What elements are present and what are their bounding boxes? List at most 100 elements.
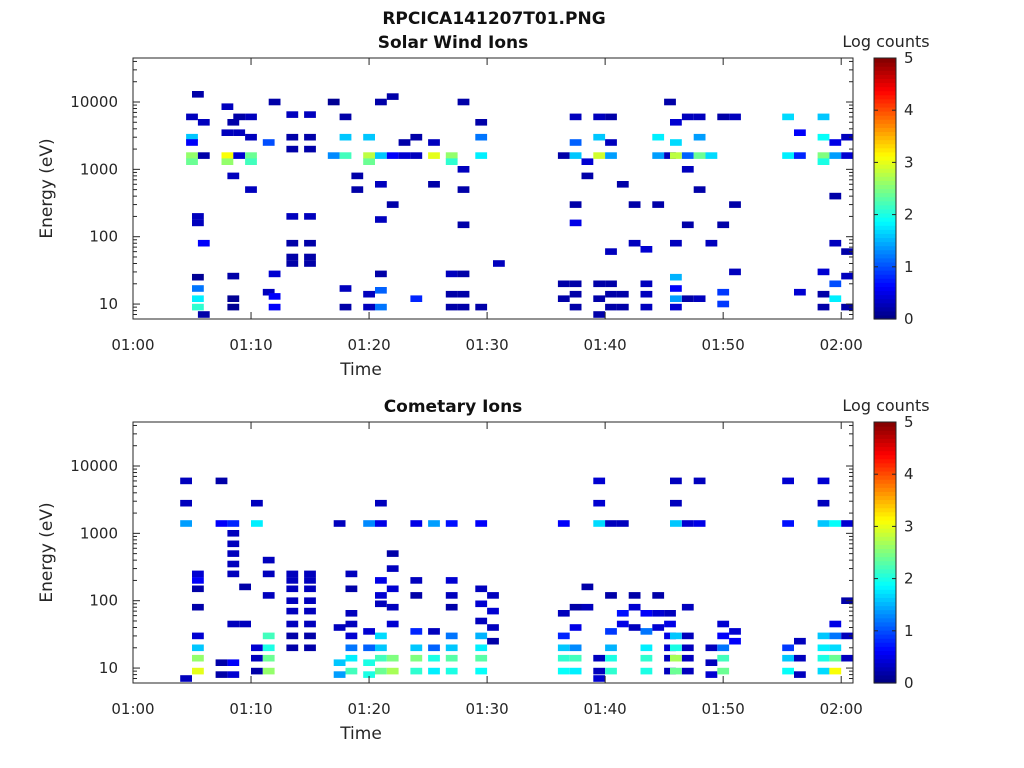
heatmap-cell xyxy=(557,644,570,652)
colorbar-segment xyxy=(874,204,896,210)
heatmap-cell xyxy=(351,172,364,180)
plot-frame xyxy=(132,57,854,320)
heatmap-cell xyxy=(197,239,210,247)
colorbar-segment xyxy=(874,556,896,562)
heatmap-cell xyxy=(428,654,440,662)
heatmap-cell xyxy=(363,644,375,652)
heatmap-cell xyxy=(569,290,582,298)
heatmap-cell xyxy=(445,632,458,640)
heatmap-cell xyxy=(239,620,251,628)
heatmap-cell xyxy=(410,520,423,527)
heatmap-cell xyxy=(251,654,263,662)
heatmap-cell xyxy=(670,303,682,311)
colorbar-tick-label: 3 xyxy=(904,517,914,535)
heatmap-cell xyxy=(729,628,741,635)
colorbar-segment xyxy=(874,613,896,619)
colorbar-segment xyxy=(874,589,896,594)
heatmap-cell xyxy=(251,520,263,527)
heatmap-cell xyxy=(729,268,741,276)
colorbar-segment xyxy=(874,479,896,484)
heatmap-cell xyxy=(829,644,842,652)
heatmap-cell xyxy=(670,499,682,507)
heatmap-cell xyxy=(670,520,682,527)
heatmap-cell xyxy=(829,295,842,302)
heatmap-cell xyxy=(475,133,488,141)
heatmap-cell xyxy=(192,570,204,578)
colorbar-segment xyxy=(874,572,896,578)
colorbar-segment xyxy=(874,82,896,88)
heatmap-cell xyxy=(304,260,316,267)
heatmap-cell xyxy=(729,637,741,645)
heatmap-cell xyxy=(375,303,387,311)
heatmap-cell xyxy=(262,667,275,675)
heatmap-cell xyxy=(286,607,299,615)
heatmap-cell xyxy=(605,280,617,288)
heatmap-cell xyxy=(681,603,694,611)
colorbar-segment xyxy=(874,422,896,427)
heatmap-cell xyxy=(628,603,641,611)
heatmap-cell xyxy=(410,644,423,652)
colorbar-segment xyxy=(874,634,896,639)
x-axis-label: Time xyxy=(339,724,382,744)
colorbar-label: Log counts xyxy=(842,32,929,51)
colorbar-segment xyxy=(874,143,896,149)
heatmap-cell xyxy=(386,585,399,593)
colorbar-segment xyxy=(874,629,896,635)
heatmap-cell xyxy=(286,239,299,247)
heatmap-cells xyxy=(186,91,853,318)
heatmap-cell xyxy=(233,113,246,121)
colorbar-tick-label: 1 xyxy=(904,622,914,640)
heatmap-cell xyxy=(670,285,682,292)
heatmap-cell xyxy=(262,654,275,662)
heatmap-cell xyxy=(817,133,830,141)
colorbar-segment xyxy=(874,180,896,186)
colorbar-segment xyxy=(874,119,896,124)
heatmap-cell xyxy=(428,520,440,527)
heatmap-cell xyxy=(817,303,830,311)
y-tick-label: 1000 xyxy=(80,524,118,542)
x-tick-label: 01:40 xyxy=(584,700,627,718)
colorbar-segment xyxy=(874,237,896,243)
heatmap-cell xyxy=(445,644,458,652)
heatmap-cell xyxy=(445,592,458,599)
colorbar-segment xyxy=(874,278,896,283)
heatmap-cell xyxy=(457,186,470,193)
heatmap-cell xyxy=(717,288,730,296)
heatmap-cell xyxy=(605,667,617,675)
colorbar-segment xyxy=(874,475,896,480)
heatmap-cell xyxy=(557,280,570,288)
heatmap-cell xyxy=(475,617,488,625)
heatmap-cell xyxy=(268,303,281,311)
colorbar-segment xyxy=(874,172,896,177)
heatmap-cell xyxy=(652,133,665,141)
heatmap-cell xyxy=(345,570,358,578)
heatmap-cell xyxy=(375,667,387,675)
heatmap-cell xyxy=(363,158,375,165)
panel-title: Solar Wind Ions xyxy=(378,33,529,53)
heatmap-cell xyxy=(268,98,281,106)
heatmap-cell xyxy=(304,597,316,604)
heatmap-cell xyxy=(841,654,853,662)
heatmap-cell xyxy=(717,221,730,229)
colorbar-segment xyxy=(874,585,896,590)
colorbar-segment xyxy=(874,298,896,304)
colorbar-segment xyxy=(874,495,896,501)
colorbar-segment xyxy=(874,155,896,161)
heatmap-cell xyxy=(794,129,806,136)
colorbar-segment xyxy=(874,503,896,509)
colorbar-segment xyxy=(874,678,896,684)
heatmap-cell xyxy=(717,632,730,640)
heatmap-cell xyxy=(192,644,204,652)
heatmap-cell xyxy=(557,152,570,159)
panel-solar-wind-ions: 01:00 01:10 01:20 01:30 01:40 01:50 02:0010100… xyxy=(37,32,930,380)
heatmap-cell xyxy=(475,303,488,311)
heatmap-cell xyxy=(375,632,387,640)
heatmap-cell xyxy=(339,152,352,159)
colorbar-segment xyxy=(874,601,896,607)
heatmap-cell xyxy=(410,667,423,675)
heatmap-cell xyxy=(251,644,263,652)
colorbar-frame xyxy=(873,57,897,320)
x-tick-label: 01:50 xyxy=(702,700,745,718)
colorbar-segment xyxy=(874,576,896,582)
